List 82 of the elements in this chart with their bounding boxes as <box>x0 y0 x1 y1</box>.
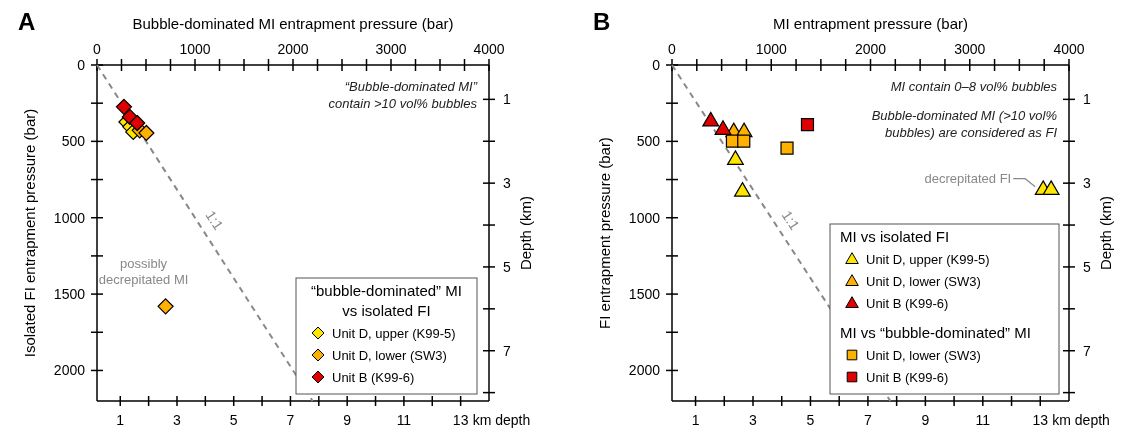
x2-tick-label: 3 <box>173 412 182 428</box>
annotation: “Bubble-dominated MI” contain >10 vol% bubbles <box>328 79 478 111</box>
y2-tick-label: 7 <box>503 342 511 359</box>
annotation: 1:1 <box>778 207 803 233</box>
y2-axis-title: Depth (km) <box>517 195 534 271</box>
y2-tick-label: 1 <box>1083 91 1091 108</box>
point <box>714 120 732 135</box>
y-axis-title: FI entrapment pressure (bar) <box>596 137 613 329</box>
y2-tick-label: 5 <box>1083 258 1091 275</box>
point <box>157 298 174 315</box>
y-tick-label: 500 <box>61 133 86 150</box>
point <box>726 150 744 165</box>
annotation: possibly decrepitated MI <box>98 256 189 288</box>
x2-tick-label: 7 <box>286 412 295 428</box>
x-tick-label: 0 <box>668 41 677 57</box>
y-tick-label: 1500 <box>53 286 86 303</box>
legend-label: Unit D, lower (SW3) <box>866 348 981 363</box>
y2-tick-label: 5 <box>503 258 511 275</box>
x2-tick-label: 11 <box>396 412 412 428</box>
y2-tick-label: 7 <box>1083 342 1091 359</box>
point <box>780 141 794 155</box>
x-tick-label: 4000 <box>473 41 505 57</box>
y-tick-label: 1000 <box>628 209 661 226</box>
x-tick-label: 1000 <box>179 41 211 57</box>
point <box>702 111 720 127</box>
annotation: Bubble-dominated MI (>10 vol% bubbles) are considered as FI <box>871 108 1058 140</box>
point <box>138 124 155 142</box>
x2-tick-label: 1 <box>691 412 700 428</box>
annotation: decrepitated FI <box>924 170 1012 186</box>
y2-tick-label: 1 <box>503 91 511 108</box>
legend-label: Unit D, lower (SW3) <box>866 274 981 289</box>
legend-label: Unit B (K99-6) <box>332 370 415 385</box>
annotation: MI vs “bubble-dominated” MI <box>840 324 1031 341</box>
x-tick-label: 2000 <box>854 41 887 57</box>
y-tick-label: 500 <box>636 133 661 150</box>
y-axis-title: Isolated FI entrapment pressure (bar) <box>21 108 38 358</box>
y-tick-label: 1500 <box>628 286 661 303</box>
x-axis-title: Bubble-dominated MI entrapment pressure (bar) <box>132 15 454 32</box>
x2-axis-title: km depth <box>1052 412 1110 428</box>
x-tick-label: 3000 <box>375 41 407 57</box>
legend-label: Unit B (K99-6) <box>866 370 949 385</box>
chart-title: B <box>593 8 611 35</box>
x-tick-label: 1000 <box>755 41 788 57</box>
x2-tick-label: 13 <box>452 412 469 428</box>
y-tick-label: 1000 <box>53 209 86 226</box>
point <box>737 134 751 148</box>
legend-label: Unit D, upper (K99-5) <box>332 326 456 341</box>
x2-tick-label: 7 <box>864 412 873 428</box>
x2-tick-label: 3 <box>749 412 758 428</box>
point <box>129 114 146 132</box>
x2-tick-label: 9 <box>343 412 352 428</box>
point <box>733 182 751 197</box>
legend-title: “bubble-dominated” MI vs isolated FI <box>311 282 462 319</box>
legend-label: Unit D, upper (K99-5) <box>866 252 990 267</box>
y2-axis-title: Depth (km) <box>1097 195 1114 271</box>
x2-tick-label: 11 <box>975 412 991 428</box>
annotation: 1:1 <box>202 207 227 233</box>
legend-label: Unit B (K99-6) <box>866 296 949 311</box>
x2-tick-label: 13 <box>1032 412 1049 428</box>
legend-title: MI vs isolated FI <box>840 228 950 245</box>
x-tick-label: 3000 <box>954 41 986 57</box>
point <box>115 98 133 115</box>
y-tick-label: 2000 <box>53 362 86 379</box>
y-tick-label: 2000 <box>628 362 661 379</box>
x2-tick-label: 9 <box>921 412 930 428</box>
x2-tick-label: 1 <box>116 412 125 428</box>
x2-tick-label: 5 <box>806 412 815 428</box>
point <box>800 117 815 132</box>
x2-tick-label: 5 <box>229 412 238 428</box>
chart-title: A <box>18 8 36 35</box>
y-tick-label: 0 <box>77 57 86 73</box>
x-axis-title: MI entrapment pressure (bar) <box>772 15 969 32</box>
legend-label: Unit D, lower (SW3) <box>332 348 447 363</box>
y2-tick-label: 3 <box>503 175 511 192</box>
x-tick-label: 2000 <box>277 41 309 57</box>
x2-axis-title: km depth <box>472 412 531 428</box>
y-tick-label: 0 <box>652 57 661 73</box>
x-tick-label: 0 <box>93 41 102 57</box>
x-tick-label: 4000 <box>1053 41 1085 57</box>
y2-tick-label: 3 <box>1083 175 1091 192</box>
point <box>1042 180 1060 195</box>
annotation: MI contain 0–8 vol% bubbles <box>890 79 1058 94</box>
